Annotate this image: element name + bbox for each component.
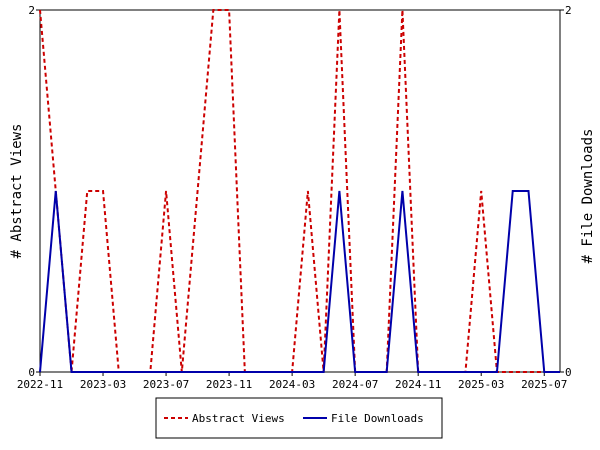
x-tick-label: 2023-11 [206, 378, 252, 391]
x-tick-label: 2025-07 [521, 378, 567, 391]
y-tick-label-left: 2 [28, 4, 35, 17]
y-tick-label-right: 2 [565, 4, 572, 17]
x-tick-label: 2023-07 [143, 378, 189, 391]
legend-label-abstract-views: Abstract Views [192, 412, 285, 425]
x-tick-label: 2025-03 [458, 378, 504, 391]
y-tick-label-left: 0 [28, 366, 35, 379]
x-tick-label: 2024-11 [395, 378, 441, 391]
plot-area [39, 9, 561, 373]
x-tick-label: 2023-03 [80, 378, 126, 391]
x-tick-label: 2024-03 [269, 378, 315, 391]
legend-box [155, 397, 443, 439]
y-axis-title-right: # File Downloads [580, 129, 596, 264]
x-tick-label: 2024-07 [332, 378, 378, 391]
plot-frame [39, 9, 561, 373]
legend-label-file-downloads: File Downloads [331, 412, 424, 425]
x-tick-label: 2022-11 [17, 378, 63, 391]
y-axes: 0 2 0 2 [28, 4, 571, 379]
y-axis-title-left: # Abstract Views [9, 124, 25, 259]
legend: Abstract Views File Downloads [155, 397, 443, 439]
y-tick-label-right: 0 [565, 366, 572, 379]
series-layer [39, 9, 560, 373]
series-line-file-downloads [39, 190, 560, 373]
x-axis: 2022-11 2023-03 2023-07 2023-11 2024-03 2024-… [17, 372, 567, 391]
